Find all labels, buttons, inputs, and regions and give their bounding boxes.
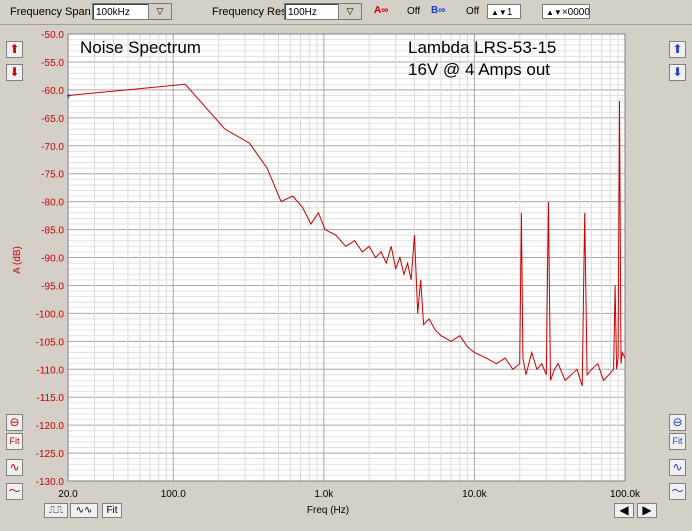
x-tick-label: 1.0k bbox=[314, 489, 334, 500]
y-tick-label: -75.0 bbox=[41, 170, 64, 181]
y-tick-label: -90.0 bbox=[41, 254, 64, 265]
grid bbox=[67, 33, 626, 482]
x-axis-label: Freq (Hz) bbox=[307, 505, 349, 516]
channel-a-icon[interactable]: A∞ bbox=[374, 5, 389, 16]
y-tick-label: -95.0 bbox=[41, 281, 64, 292]
frequency-res-label: Frequency Res bbox=[212, 6, 287, 18]
y-tick-label: -130.0 bbox=[36, 477, 65, 488]
zoom-center-icon[interactable]: ⊖ bbox=[6, 414, 23, 431]
y-tick-label: -100.0 bbox=[36, 309, 65, 320]
condition-annotation: 16V @ 4 Amps out bbox=[408, 60, 551, 79]
trace-icon[interactable]: 〜 bbox=[669, 483, 686, 500]
scroll-left-arrow-icon[interactable]: ◀ bbox=[614, 503, 634, 518]
scale-up-arrow-icon[interactable]: ⬆ bbox=[669, 41, 686, 58]
waveform-icon[interactable]: ∿ bbox=[6, 459, 23, 476]
waveform-icon[interactable]: ∿ bbox=[669, 459, 686, 476]
plot-border bbox=[67, 33, 626, 482]
y-tick-label: -65.0 bbox=[41, 114, 64, 125]
averaging-spinner[interactable]: ▲▼1 bbox=[487, 4, 521, 19]
y-tick-label: -50.0 bbox=[41, 30, 64, 41]
y-tick-label: -55.0 bbox=[41, 58, 64, 69]
x-tick-label: 10.0k bbox=[462, 489, 487, 500]
frequency-res-dropdown[interactable]: 100Hz ▽ bbox=[284, 3, 362, 20]
scroll-right-arrow-icon[interactable]: ▶ bbox=[637, 503, 657, 518]
chart-title: Noise Spectrum bbox=[80, 38, 201, 57]
fit-button[interactable]: Fit bbox=[6, 433, 23, 450]
trace: + bbox=[66, 83, 626, 387]
y-tick-label: -115.0 bbox=[36, 393, 64, 404]
spectrum-trace bbox=[67, 83, 626, 387]
sine-wave-icon[interactable]: ∿∿ bbox=[70, 503, 98, 518]
channel-b-icon[interactable]: B∞ bbox=[431, 5, 446, 16]
tick-labels: -50.0 -55.0 -60.0 -65.0 -70.0 -75.0 -80.0 -85.0… bbox=[36, 30, 641, 500]
y-tick-label: -125.0 bbox=[36, 449, 65, 460]
zoom-center-icon[interactable]: ⊖ bbox=[669, 414, 686, 431]
y-tick-label: -120.0 bbox=[36, 421, 65, 432]
x-tick-label: 20.0 bbox=[58, 489, 78, 500]
scale-down-arrow-icon[interactable]: ⬇ bbox=[6, 64, 23, 81]
x-tick-label: 100.0 bbox=[161, 489, 186, 500]
y-tick-label: -105.0 bbox=[36, 337, 65, 348]
multiplier-spinner[interactable]: ▲▼×0000 bbox=[542, 4, 590, 19]
x-tick-label: 100.0k bbox=[610, 489, 641, 500]
trace-icon[interactable]: 〜 bbox=[6, 483, 23, 500]
fit-x-button[interactable]: Fit bbox=[102, 503, 122, 518]
y-tick-label: -80.0 bbox=[41, 198, 64, 209]
y-axis-label: A (dB) bbox=[12, 246, 23, 274]
cursor-marker: + bbox=[66, 91, 72, 102]
frequency-span-label: Frequency Span bbox=[10, 6, 91, 18]
channel-a-state: Off bbox=[407, 6, 421, 17]
chevron-down-icon[interactable]: ▽ bbox=[338, 4, 361, 19]
y-tick-label: -85.0 bbox=[41, 226, 64, 237]
frequency-res-value: 100Hz bbox=[288, 7, 317, 18]
model-annotation: Lambda LRS-53-15 bbox=[408, 38, 557, 57]
toolbar: Frequency Span 100kHz ▽ Frequency Res 10… bbox=[0, 0, 692, 25]
frequency-span-dropdown[interactable]: 100kHz ▽ bbox=[92, 3, 172, 20]
scale-down-arrow-icon[interactable]: ⬇ bbox=[669, 64, 686, 81]
y-tick-label: -110.0 bbox=[36, 365, 64, 376]
y-tick-label: -60.0 bbox=[41, 86, 64, 97]
scale-up-arrow-icon[interactable]: ⬆ bbox=[6, 41, 23, 58]
frequency-span-value: 100kHz bbox=[96, 7, 130, 18]
chevron-down-icon[interactable]: ▽ bbox=[148, 4, 171, 19]
channel-b-state: Off bbox=[466, 6, 480, 17]
square-wave-icon[interactable]: ⎍⎍ bbox=[44, 503, 68, 518]
fit-button[interactable]: Fit bbox=[669, 433, 686, 450]
y-tick-label: -70.0 bbox=[41, 142, 64, 153]
